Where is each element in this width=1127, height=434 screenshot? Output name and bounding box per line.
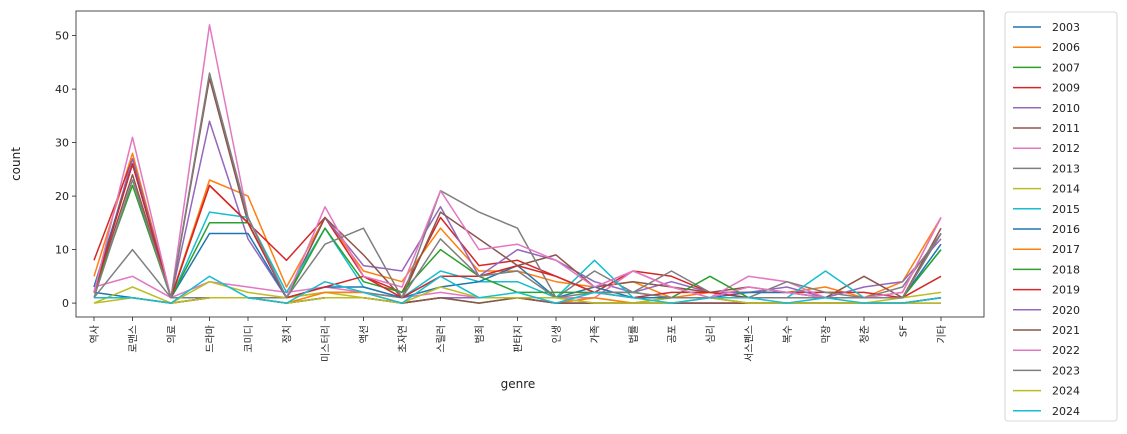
y-tick-label: 40 bbox=[55, 83, 69, 96]
legend-entry: 2015 bbox=[1052, 203, 1080, 216]
legend: 2003 2006 2007 2009 2010 2011 2012 2013 2014 2015… bbox=[1004, 11, 1118, 422]
x-tick-label: 공포 bbox=[667, 325, 679, 343]
legend-entry: 2014 bbox=[1052, 183, 1080, 196]
legend-entry: 2024 bbox=[1052, 385, 1080, 398]
series-line-2010-4 bbox=[93, 120, 942, 299]
legend-entry: 2018 bbox=[1052, 263, 1080, 276]
x-tick-label: 인생 bbox=[551, 325, 563, 343]
series-line-2006-1 bbox=[93, 152, 942, 299]
series-line-2024-19 bbox=[94, 275, 942, 304]
series-line-2007-2 bbox=[94, 296, 942, 304]
series-line-2018-12 bbox=[93, 184, 942, 299]
x-tick-label: SF bbox=[899, 325, 910, 337]
y-tick-label: 30 bbox=[55, 137, 69, 150]
legend-frame bbox=[1004, 11, 1118, 422]
y-axis: 0 10 20 30 40 50 bbox=[55, 30, 76, 310]
y-axis-label: count bbox=[9, 147, 23, 181]
x-tick-label: 코미디 bbox=[243, 325, 255, 353]
x-tick-label: 스릴러 bbox=[435, 325, 448, 353]
series-line-2024-18 bbox=[93, 286, 941, 304]
legend-entry: 2007 bbox=[1052, 61, 1080, 74]
series-line-2021-15 bbox=[94, 296, 942, 304]
legend-entry: 2017 bbox=[1052, 243, 1080, 256]
series-line-2015-9 bbox=[93, 163, 942, 299]
legend-entry: 2024 bbox=[1052, 405, 1080, 418]
legend-entry: 2011 bbox=[1052, 122, 1080, 135]
y-tick-label: 10 bbox=[55, 244, 69, 257]
x-tick-label: 심리 bbox=[705, 325, 717, 343]
x-tick-label: 서스펜스 bbox=[744, 325, 756, 362]
series-line-2022-16 bbox=[93, 24, 942, 299]
y-tick-label: 20 bbox=[55, 190, 69, 203]
x-tick-label: 초자연 bbox=[397, 325, 409, 353]
x-tick-label: 드라마 bbox=[205, 325, 217, 353]
x-tick-label: 액션 bbox=[359, 325, 371, 343]
x-tick-label: 청춘 bbox=[859, 325, 871, 343]
legend-entry: 2022 bbox=[1052, 344, 1080, 357]
legend-entry: 2020 bbox=[1052, 304, 1080, 317]
x-tick-label: 범죄 bbox=[474, 325, 486, 343]
series-line-2020-14 bbox=[94, 296, 941, 304]
legend-entry: 2012 bbox=[1052, 142, 1080, 155]
y-tick-label: 0 bbox=[62, 297, 69, 310]
x-tick-label: 의료 bbox=[166, 325, 178, 343]
legend-entry: 2016 bbox=[1052, 223, 1080, 236]
series-line-2011-5 bbox=[93, 77, 942, 299]
legend-entry: 2009 bbox=[1052, 82, 1080, 95]
legend-entry: 2006 bbox=[1052, 41, 1080, 54]
legend-entry: 2003 bbox=[1052, 21, 1080, 34]
series-lines bbox=[93, 24, 942, 304]
y-tick-label: 50 bbox=[55, 30, 69, 43]
legend-entry: 2023 bbox=[1052, 364, 1080, 377]
x-tick-label: 막장 bbox=[821, 325, 833, 343]
legend-entry: 2019 bbox=[1052, 284, 1080, 297]
legend-entry: 2021 bbox=[1052, 324, 1080, 337]
legend-entry: 2010 bbox=[1052, 102, 1080, 115]
x-tick-label: 정치 bbox=[282, 325, 294, 343]
legend-entry: 2013 bbox=[1052, 162, 1080, 175]
series-line-2023-17 bbox=[93, 72, 942, 299]
x-axis: 역사 로맨스 의료 드라마 코미디 정치 미스터리 액션 초자연 스릴러 범죄 판타지 인생 가족 법률 공포… bbox=[89, 317, 948, 362]
plot-frame bbox=[75, 10, 985, 318]
x-tick-label: 법률 bbox=[628, 325, 640, 343]
x-tick-label: 미스터리 bbox=[320, 325, 332, 362]
x-tick-label: 복수 bbox=[782, 325, 794, 343]
x-tick-label: 로맨스 bbox=[128, 325, 140, 353]
x-axis-label: genre bbox=[501, 377, 536, 391]
x-tick-label: 가족 bbox=[590, 325, 602, 343]
x-tick-label: 역사 bbox=[89, 325, 101, 343]
x-tick-label: 판타지 bbox=[513, 325, 525, 353]
x-tick-label: 기타 bbox=[936, 325, 948, 343]
